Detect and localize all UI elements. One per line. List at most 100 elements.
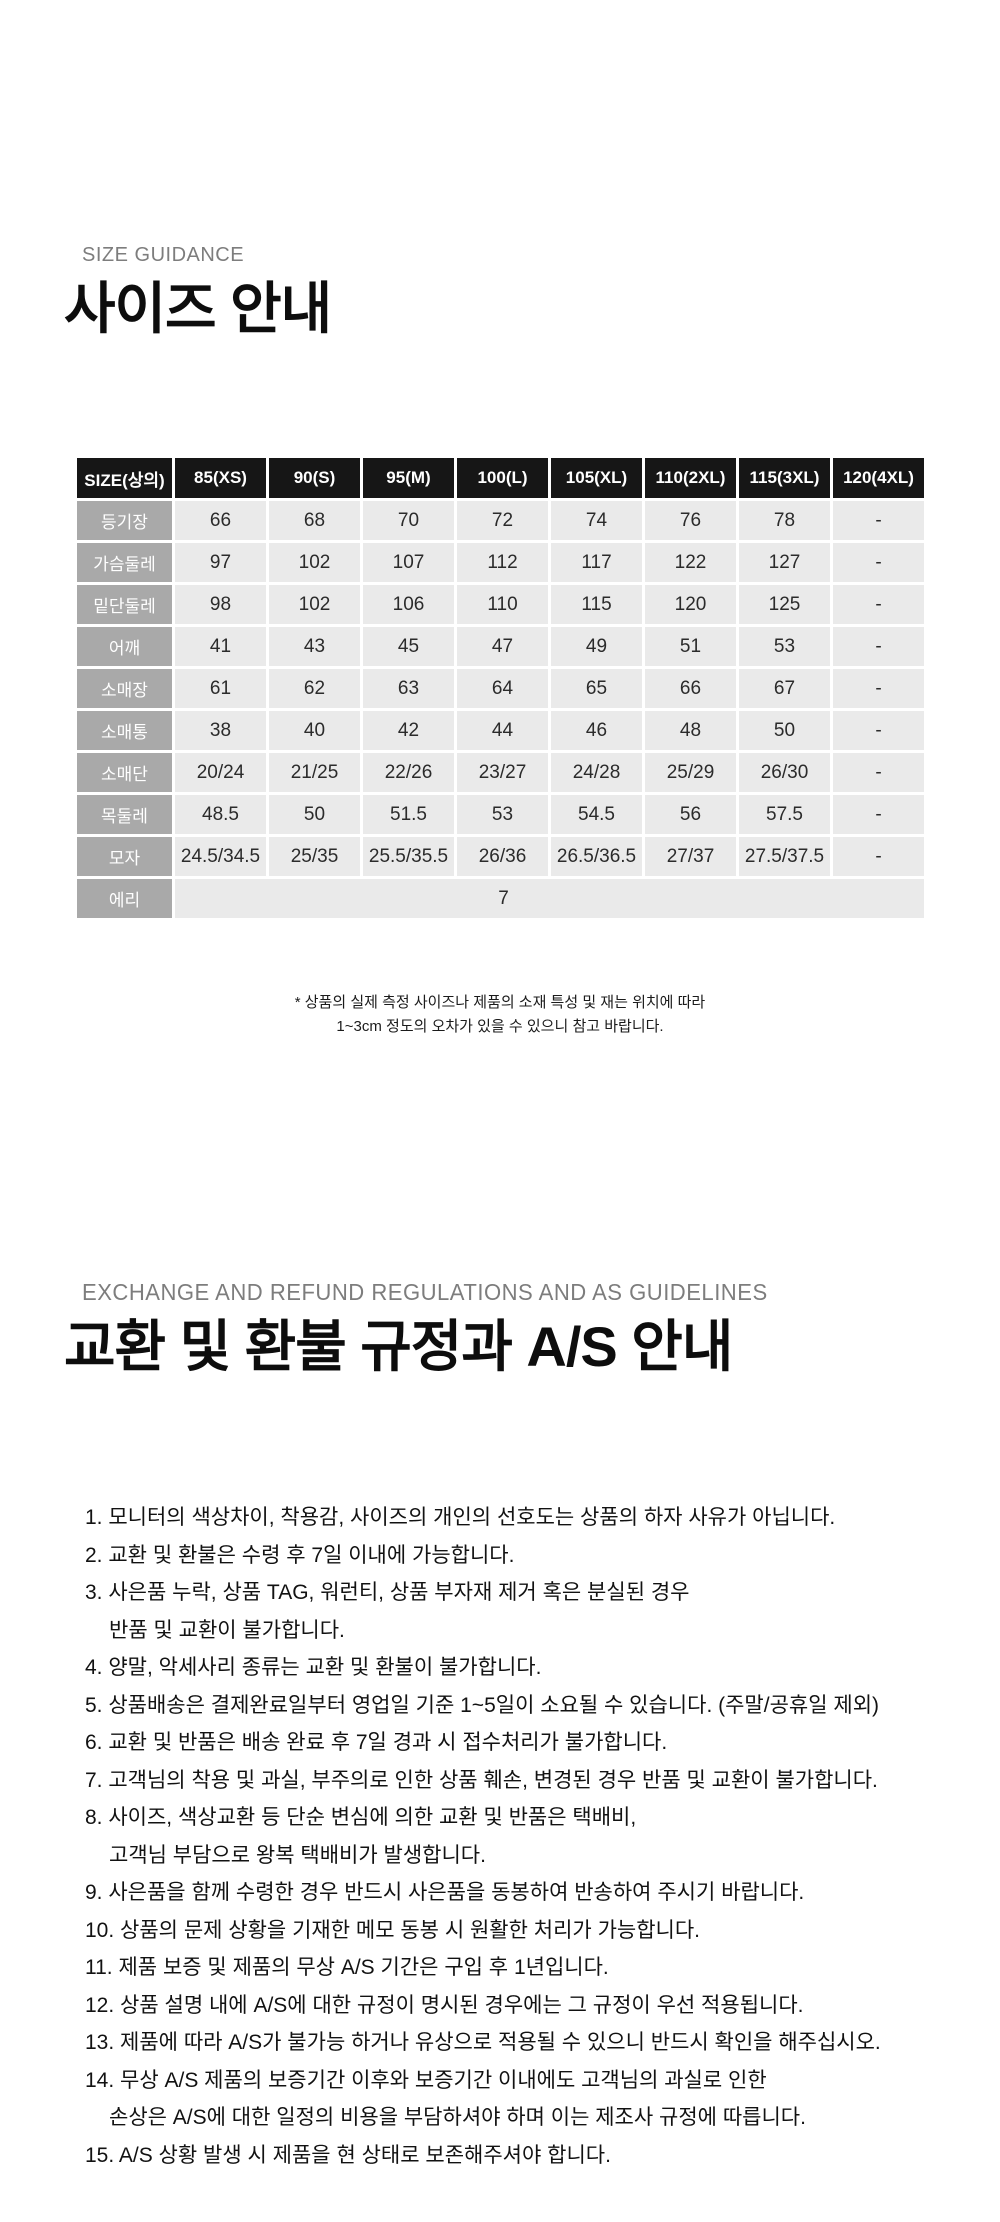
size-cell: 70 xyxy=(363,501,454,540)
size-cell: 44 xyxy=(457,711,548,750)
size-cell: 98 xyxy=(175,585,266,624)
policy-item: 12. 상품 설명 내에 A/S에 대한 규정이 명시된 경우에는 그 규정이 … xyxy=(85,1993,804,2017)
size-cell: 97 xyxy=(175,543,266,582)
size-row-label: 소매단 xyxy=(77,753,172,792)
size-cell: 48.5 xyxy=(175,795,266,834)
table-row: 밑단둘레 98 102 106 110 115 120 125- xyxy=(77,585,924,624)
table-row: 소매단 20/24 21/25 22/26 23/27 24/28 25/29 26/30- xyxy=(77,753,924,792)
size-cell: - xyxy=(833,543,924,582)
size-column-header: 100(L) xyxy=(457,458,548,498)
size-cell: 43 xyxy=(269,627,360,666)
size-cell: 115 xyxy=(551,585,642,624)
size-column-header: 95(M) xyxy=(363,458,454,498)
table-row: 에리 7 xyxy=(77,879,924,918)
size-cell: 50 xyxy=(739,711,830,750)
size-cell: 47 xyxy=(457,627,548,666)
size-cell: 102 xyxy=(269,543,360,582)
size-cell: 46 xyxy=(551,711,642,750)
size-guide-title: 사이즈 안내 xyxy=(64,277,332,340)
size-row-label: 어깨 xyxy=(77,627,172,666)
size-cell: 117 xyxy=(551,543,642,582)
size-cell: - xyxy=(833,501,924,540)
size-cell: 27.5/37.5 xyxy=(739,837,830,876)
size-cell: 63 xyxy=(363,669,454,708)
policy-item: 3. 사은품 누락, 상품 TAG, 워런티, 상품 부자재 제거 혹은 분실된… xyxy=(85,1581,690,1642)
size-column-header: 115(3XL) xyxy=(739,458,830,498)
policy-item: 7. 고객님의 착용 및 과실, 부주의로 인한 상품 훼손, 변경된 경우 반… xyxy=(85,1768,878,1792)
size-cell: 50 xyxy=(269,795,360,834)
size-cell: 42 xyxy=(363,711,454,750)
size-column-header: 85(XS) xyxy=(175,458,266,498)
size-cell-merged: 7 xyxy=(175,879,924,918)
size-note-line: 1~3cm 정도의 오차가 있을 수 있으니 참고 바랍니다. xyxy=(336,1018,664,1035)
policy-item: 2. 교환 및 환불은 수령 후 7일 이내에 가능합니다. xyxy=(85,1543,515,1567)
size-note: * 상품의 실제 측정 사이즈나 제품의 소재 특성 및 재는 위치에 따라 1… xyxy=(0,991,1000,1039)
size-cell: 25.5/35.5 xyxy=(363,837,454,876)
policy-item: 8. 사이즈, 색상교환 등 단순 변심에 의한 교환 및 반품은 택배비, 고… xyxy=(85,1806,637,1867)
size-row-label: 가슴둘레 xyxy=(77,543,172,582)
size-cell: 51.5 xyxy=(363,795,454,834)
size-cell: 22/26 xyxy=(363,753,454,792)
size-cell: 41 xyxy=(175,627,266,666)
policy-item: 13. 제품에 따라 A/S가 불가능 하거나 유상으로 적용될 수 있으니 반… xyxy=(85,2031,881,2054)
size-cell: - xyxy=(833,837,924,876)
size-cell: 25/35 xyxy=(269,837,360,876)
policy-item: 4. 양말, 악세사리 종류는 교환 및 환불이 불가합니다. xyxy=(85,1656,542,1679)
size-cell: 26/36 xyxy=(457,837,548,876)
size-row-label: 목둘레 xyxy=(77,795,172,834)
size-note-line: * 상품의 실제 측정 사이즈나 제품의 소재 특성 및 재는 위치에 따라 xyxy=(294,994,706,1011)
policy-item: 5. 상품배송은 결제완료일부터 영업일 기준 1~5일이 소요될 수 있습니다… xyxy=(85,1693,880,1717)
size-column-header: 120(4XL) xyxy=(833,458,924,498)
size-cell: 107 xyxy=(363,543,454,582)
size-cell: 106 xyxy=(363,585,454,624)
size-cell: 66 xyxy=(645,669,736,708)
size-guidance-eyebrow: SIZE GUIDANCE xyxy=(82,244,245,266)
size-row-label: 에리 xyxy=(77,879,172,918)
size-cell: 62 xyxy=(269,669,360,708)
table-row: 어깨 41 43 45 47 49 51 53- xyxy=(77,627,924,666)
size-cell: 76 xyxy=(645,501,736,540)
size-cell: 61 xyxy=(175,669,266,708)
size-cell: 23/27 xyxy=(457,753,548,792)
size-cell: 25/29 xyxy=(645,753,736,792)
size-cell: 26.5/36.5 xyxy=(551,837,642,876)
size-cell: - xyxy=(833,795,924,834)
size-cell: 127 xyxy=(739,543,830,582)
size-cell: 27/37 xyxy=(645,837,736,876)
table-row: 가슴둘레 97 102 107 112 117 122 127- xyxy=(77,543,924,582)
size-cell: 66 xyxy=(175,501,266,540)
size-cell: 53 xyxy=(739,627,830,666)
policy-item: 15. A/S 상황 발생 시 제품을 현 상태로 보존해주셔야 합니다. xyxy=(85,2143,611,2167)
policy-item: 14. 무상 A/S 제품의 보증기간 이후와 보증기간 이내에도 고객님의 과… xyxy=(85,2068,806,2130)
size-cell: 122 xyxy=(645,543,736,582)
policy-item: 1. 모니터의 색상차이, 착용감, 사이즈의 개인의 선호도는 상품의 하자 … xyxy=(85,1506,836,1529)
table-row: 소매장 61 62 63 64 65 66 67- xyxy=(77,669,924,708)
size-cell: 74 xyxy=(551,501,642,540)
size-column-header: 110(2XL) xyxy=(645,458,736,498)
policy-eyebrow: EXCHANGE AND REFUND REGULATIONS AND AS G… xyxy=(82,1279,768,1305)
size-cell: 57.5 xyxy=(739,795,830,834)
policy-item: 11. 제품 보증 및 제품의 무상 A/S 기간은 구입 후 1년입니다. xyxy=(85,1956,609,1979)
size-cell: 40 xyxy=(269,711,360,750)
size-cell: 112 xyxy=(457,543,548,582)
size-table: SIZE(상의) 85(XS) 90(S) 95(M) 100(L) 105(XL) 110… xyxy=(74,455,927,921)
size-table-header-row: SIZE(상의) 85(XS) 90(S) 95(M) 100(L) 105(XL) 110… xyxy=(77,458,924,498)
size-row-label: 소매통 xyxy=(77,711,172,750)
size-cell: 120 xyxy=(645,585,736,624)
size-cell: 51 xyxy=(645,627,736,666)
size-cell: 38 xyxy=(175,711,266,750)
size-column-header: 90(S) xyxy=(269,458,360,498)
size-cell: 21/25 xyxy=(269,753,360,792)
size-cell: 102 xyxy=(269,585,360,624)
size-cell: - xyxy=(833,585,924,624)
size-column-header: 105(XL) xyxy=(551,458,642,498)
policy-title: 교환 및 환불 규정과 A/S 안내 xyxy=(64,1315,733,1378)
size-row-label: 소매장 xyxy=(77,669,172,708)
table-row: 등기장 66 68 70 72 74 76 78- xyxy=(77,501,924,540)
size-cell: 54.5 xyxy=(551,795,642,834)
size-cell: 72 xyxy=(457,501,548,540)
size-guide-section: SIZE GUIDANCE 사이즈 안내 SIZE(상의) 85(XS) 90(S)… xyxy=(0,0,1000,1039)
policy-section: EXCHANGE AND REFUND REGULATIONS AND AS G… xyxy=(0,1039,1000,2174)
size-column-header: SIZE(상의) xyxy=(77,458,172,498)
